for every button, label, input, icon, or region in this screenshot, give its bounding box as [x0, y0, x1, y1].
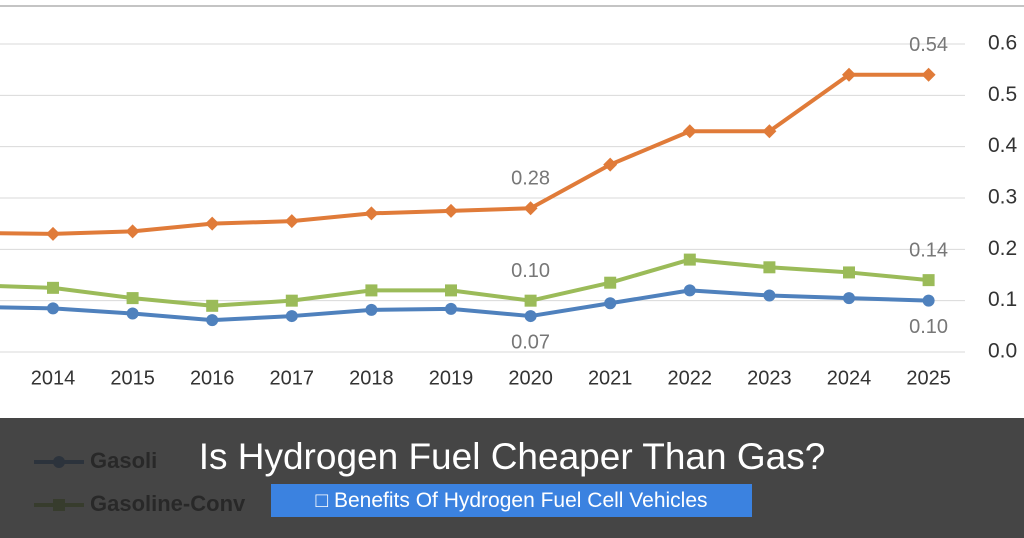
marker: [46, 226, 60, 241]
marker: [47, 281, 59, 294]
marker: [126, 307, 139, 320]
marker: [445, 284, 457, 297]
marker: [524, 294, 537, 307]
marker: [682, 124, 697, 139]
marker: [444, 203, 458, 218]
marker: [523, 201, 538, 216]
marker: [762, 124, 777, 139]
x-tick-label: 2025: [906, 367, 951, 389]
marker: [603, 157, 618, 172]
marker: [683, 253, 696, 266]
marker: [524, 310, 537, 323]
marker: [922, 294, 935, 307]
marker: [284, 214, 299, 229]
marker: [843, 266, 855, 279]
data-label: 0.10: [511, 260, 550, 282]
x-tick-label: 2018: [349, 367, 394, 389]
link-text[interactable]: Benefits Of Hydrogen Fuel Cell Vehicles: [334, 489, 708, 512]
link-icon: □: [315, 489, 334, 512]
marker: [205, 216, 220, 231]
data-label: 0.54: [909, 34, 948, 56]
x-tick-label: 2020: [508, 367, 553, 389]
y-tick-label: 0.5: [988, 83, 1017, 106]
related-link[interactable]: □ Benefits Of Hydrogen Fuel Cell Vehicle…: [271, 484, 752, 517]
y-tick-label: 0.0: [988, 340, 1017, 363]
marker: [843, 292, 855, 305]
marker: [604, 276, 617, 289]
marker: [365, 303, 378, 316]
x-tick-label: 2019: [429, 367, 474, 389]
series-line: [0, 257, 929, 308]
data-label: 0.10: [909, 316, 948, 338]
marker: [364, 206, 379, 221]
marker: [922, 274, 935, 287]
marker: [445, 302, 457, 315]
marker: [683, 284, 696, 297]
x-tick-label: 2023: [747, 367, 792, 389]
x-tick-label: 2021: [588, 367, 633, 389]
x-tick-label: 2017: [270, 367, 315, 389]
series-line: [0, 288, 929, 323]
y-tick-label: 0.2: [988, 237, 1017, 260]
x-tick-label: 2016: [190, 367, 235, 389]
data-label: 0.07: [511, 331, 550, 353]
marker: [206, 299, 219, 312]
y-tick-label: 0.1: [988, 288, 1017, 311]
marker: [842, 67, 856, 82]
x-tick-label: 2014: [31, 367, 76, 389]
x-tick-label: 2015: [110, 367, 155, 389]
marker: [47, 302, 59, 315]
series-line: [0, 72, 929, 236]
marker: [365, 284, 378, 297]
marker: [921, 67, 936, 82]
data-label: 0.14: [909, 239, 948, 261]
marker: [285, 294, 298, 307]
marker: [285, 310, 298, 323]
marker: [763, 261, 776, 274]
data-label: 0.28: [511, 168, 550, 190]
marker: [126, 292, 139, 305]
marker: [604, 297, 617, 310]
marker: [206, 314, 219, 327]
x-tick-label: 2022: [668, 367, 713, 389]
y-tick-label: 0.3: [988, 186, 1017, 209]
x-tick-label: 2024: [827, 367, 872, 389]
marker: [125, 224, 140, 239]
overlay-title: Is Hydrogen Fuel Cheaper Than Gas?: [198, 436, 826, 477]
y-tick-label: 0.6: [988, 32, 1017, 55]
marker: [763, 289, 776, 302]
y-tick-label: 0.4: [988, 134, 1018, 157]
overlay-band: [0, 418, 1024, 538]
